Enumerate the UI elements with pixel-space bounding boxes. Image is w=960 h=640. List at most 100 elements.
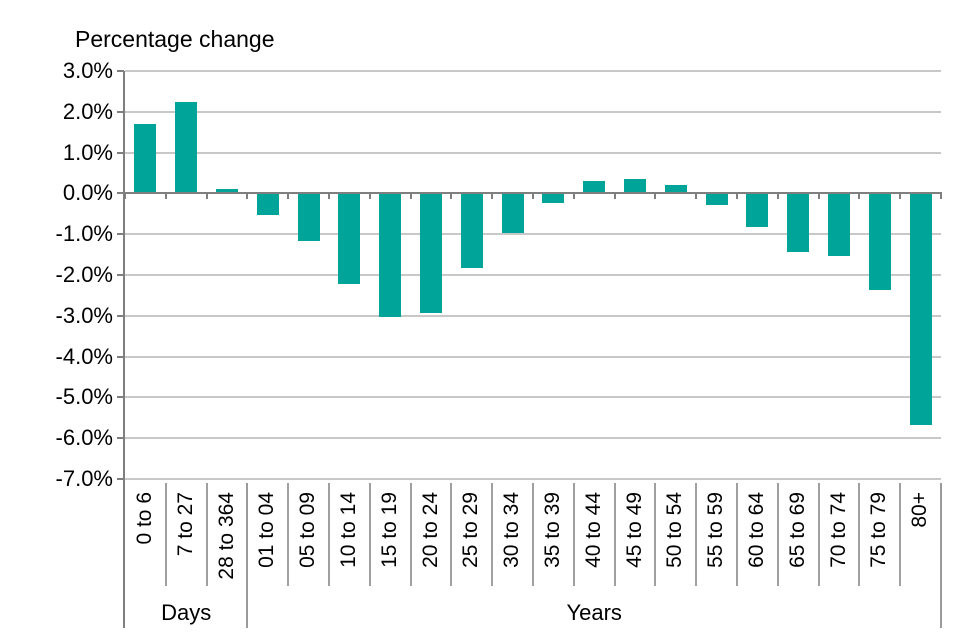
- category-divider: [613, 483, 616, 586]
- x-axis-tick: [613, 192, 616, 200]
- y-axis-tick: [117, 314, 124, 317]
- category-label: 0 to 6: [133, 492, 156, 545]
- group-label-days: Days: [161, 600, 212, 625]
- category-divider: [532, 483, 534, 586]
- x-axis-tick: [572, 192, 575, 200]
- y-axis-tick: [117, 70, 124, 72]
- gridline: [125, 314, 941, 317]
- category-label: 25 to 29: [459, 492, 483, 568]
- bar: [828, 193, 850, 256]
- y-axis-tick: [117, 355, 124, 358]
- bar: [868, 193, 891, 291]
- x-axis-tick: [695, 192, 698, 200]
- x-axis-tick: [205, 192, 208, 200]
- group-separator: [940, 483, 942, 628]
- category-label: 80+: [908, 492, 932, 528]
- y-axis-tick: [117, 151, 124, 154]
- gridline: [125, 233, 941, 236]
- x-axis-tick: [409, 192, 412, 200]
- category-label: 10 to 14: [337, 492, 360, 568]
- category-divider: [368, 483, 371, 586]
- x-axis-tick: [368, 192, 371, 200]
- category-label: 15 to 19: [377, 492, 401, 568]
- category-divider: [695, 483, 698, 586]
- bar: [624, 179, 646, 195]
- y-axis-tick: [117, 192, 124, 195]
- category-divider: [450, 483, 453, 586]
- category-divider: [328, 483, 330, 586]
- category-divider: [205, 483, 208, 586]
- bar: [542, 193, 565, 203]
- y-axis-tick-label: 1.0%: [62, 139, 113, 165]
- gridline: [125, 151, 941, 154]
- zero-axis-line: [125, 192, 941, 195]
- y-axis-tick: [117, 233, 124, 236]
- gridline: [125, 478, 941, 480]
- category-divider: [164, 483, 167, 586]
- category-label: 20 to 24: [418, 492, 442, 568]
- gridline: [125, 396, 941, 399]
- y-axis-tick-label: -7.0%: [55, 466, 113, 491]
- bar: [379, 193, 402, 317]
- category-divider: [817, 483, 820, 586]
- category-label: 7 to 27: [173, 492, 197, 557]
- category-divider: [654, 483, 657, 586]
- y-axis-tick-label: -1.0%: [55, 221, 113, 247]
- category-divider: [858, 483, 861, 586]
- bar: [787, 193, 810, 252]
- x-axis-tick: [654, 192, 657, 200]
- x-axis-tick: [736, 192, 738, 200]
- y-axis-tick: [117, 437, 124, 440]
- bar: [420, 193, 442, 313]
- y-axis-tick-label: -2.0%: [55, 262, 113, 287]
- gridline: [125, 274, 941, 276]
- bar: [705, 193, 728, 205]
- category-label: 30 to 34: [500, 492, 524, 568]
- gridline: [125, 110, 941, 113]
- y-axis-tick-label: -4.0%: [55, 343, 113, 369]
- y-axis-tick-label: -6.0%: [55, 425, 113, 451]
- y-axis-line: [123, 71, 125, 628]
- category-divider: [409, 483, 412, 586]
- y-axis-tick-label: -5.0%: [55, 384, 113, 410]
- x-axis-tick: [491, 192, 494, 200]
- bar: [134, 124, 157, 195]
- x-axis-tick: [940, 192, 942, 200]
- y-axis-tick: [117, 110, 124, 113]
- category-label: 60 to 64: [745, 492, 768, 568]
- y-axis-tick: [117, 478, 124, 480]
- y-axis-tick-label: 3.0%: [62, 58, 113, 83]
- category-label: 45 to 49: [622, 492, 646, 568]
- bar: [583, 181, 606, 195]
- category-label: 35 to 39: [541, 492, 564, 568]
- category-label: 70 to 74: [826, 492, 850, 568]
- x-axis-tick: [817, 192, 820, 200]
- bar: [501, 193, 524, 234]
- category-label: 55 to 59: [704, 492, 728, 568]
- y-axis-tick: [117, 274, 124, 276]
- x-axis-tick: [899, 192, 902, 200]
- x-axis-tick: [858, 192, 861, 200]
- category-label: 28 to 364: [214, 492, 238, 580]
- gridline: [125, 70, 941, 72]
- x-axis-tick: [164, 192, 167, 200]
- x-axis-tick: [287, 192, 290, 200]
- y-axis-tick-label: 0.0%: [62, 180, 113, 206]
- y-axis-tick-label: 2.0%: [62, 98, 113, 124]
- group-separator: [246, 483, 249, 628]
- bar: [256, 193, 279, 215]
- bar: [909, 193, 932, 425]
- category-label: 75 to 79: [867, 492, 891, 568]
- category-label: 01 to 04: [255, 492, 279, 568]
- bar: [216, 189, 238, 195]
- bar: [746, 193, 769, 228]
- category-divider: [572, 483, 575, 586]
- x-axis-tick: [776, 192, 779, 200]
- bar: [338, 193, 361, 285]
- category-label: 50 to 54: [663, 492, 687, 568]
- gridline: [125, 355, 941, 358]
- y-axis-tick-label: -3.0%: [55, 302, 113, 328]
- category-label: 05 to 09: [296, 492, 320, 568]
- category-label: 40 to 44: [581, 492, 605, 568]
